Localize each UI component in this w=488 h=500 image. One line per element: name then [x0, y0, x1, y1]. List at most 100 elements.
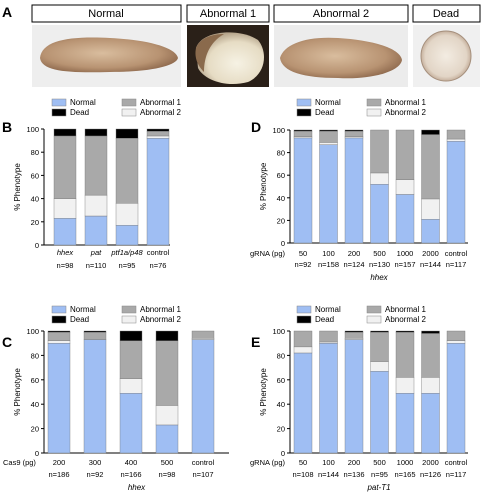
panel-e-bar-control-abnormal-2	[446, 340, 466, 344]
panel-d-bar-100-normal	[319, 144, 338, 244]
panel-e-count-500: n=95	[371, 470, 388, 479]
panel-c-bar-500-abnormal-1	[155, 340, 179, 406]
header-dead: Dead	[433, 8, 459, 20]
embryo-photos	[32, 25, 480, 87]
panel-c-bar-200-abnormal-2	[47, 340, 71, 344]
panel-e-bar-control-abnormal-1	[446, 330, 466, 341]
panel-b-legend-abnormal1: Abnormal 1	[140, 98, 181, 107]
panel-e-count-2000: n=126	[420, 470, 441, 479]
panel-e-legend: Normal Abnormal 1 Dead Abnormal 2	[296, 305, 426, 324]
panel-c-bar-500-normal	[155, 424, 179, 454]
panel-e-label: E	[251, 334, 260, 350]
panel-c-bar-500-abnormal-2	[155, 405, 179, 426]
panel-d-count-1000: n=157	[394, 260, 415, 269]
panel-c-legend-swatch-dead	[51, 315, 67, 324]
panel-e-y-axis-label: % Phenotype	[259, 368, 268, 416]
panel-c-legend-swatch-abnormal2	[121, 315, 137, 324]
panel-d-bar-control-normal	[446, 141, 466, 244]
panel-c-bar-300-normal	[83, 339, 107, 454]
panel-d-legend-swatch-dead	[296, 108, 312, 117]
panel-c-ytick-40: 40	[31, 400, 39, 409]
panel-d-bar-100-abnormal-2	[319, 142, 338, 145]
charts: B Normal Abnormal 1 Dead Abnormal 2 0 20 40 60 80…	[2, 98, 468, 492]
panel-b-bar-pat-abnormal-2	[84, 194, 108, 217]
panel-e-ytick-40: 40	[277, 400, 285, 409]
panel-c-bar-500-dead	[155, 330, 179, 341]
panel-b-ytick-60: 60	[31, 171, 39, 180]
embryo-normal	[40, 37, 178, 73]
panel-b-legend-normal: Normal	[70, 98, 96, 107]
panel-d-bar-100-abnormal-1	[319, 130, 338, 143]
panel-b-category-control: control	[147, 248, 170, 257]
panel-d-legend-swatch-abnormal1	[366, 98, 382, 107]
panel-e-bar-500-abnormal-2	[370, 361, 389, 372]
panel-c-bar-control-normal	[191, 339, 215, 454]
panel-c-category-control: control	[192, 458, 215, 467]
panel-e-legend-swatch-abnormal1	[366, 305, 382, 314]
panel-e-category-2000: 2000	[422, 458, 439, 467]
panel-b-bar-ptf1a-p48-normal	[115, 225, 139, 246]
panel-c-label: C	[2, 334, 12, 350]
panel-c-legend: Normal Abnormal 1 Dead Abnormal 2	[51, 305, 181, 324]
panel-e-bar-2000-normal	[421, 393, 440, 454]
panel-d-bar-100-dead	[319, 129, 338, 132]
panel-d-category-control: control	[445, 249, 468, 258]
panel-d-bar-2000-abnormal-2	[421, 198, 440, 220]
panel-e-bar-200-normal	[344, 339, 364, 454]
panel-e-legend-normal: Normal	[315, 305, 341, 314]
panel-c-ytick-0: 0	[35, 449, 39, 458]
panel-e-bar-200-dead	[344, 330, 364, 333]
panel-e-legend-swatch-abnormal2	[366, 315, 382, 324]
panel-d-bar-500-abnormal-1	[370, 129, 389, 174]
panel-b-legend-swatch-abnormal1	[121, 98, 137, 107]
panel-d-bar-50-abnormal-1	[293, 130, 313, 137]
panel-c-bar-400-normal	[119, 393, 143, 454]
panel-b-ytick-100: 100	[26, 125, 39, 134]
panel-b-bar-hhex-normal	[53, 218, 77, 246]
embryo-abnormal-2	[280, 37, 402, 79]
panel-d-count-500: n=130	[369, 260, 390, 269]
panel-e-ytick-80: 80	[277, 351, 285, 360]
panel-b-count-pat: n=110	[86, 261, 107, 270]
panel-d-x-axis-label: hhex	[370, 273, 388, 282]
panel-e-bar-2000-abnormal-2	[421, 377, 440, 394]
embryo-dead	[420, 30, 472, 82]
panel-e-bar-500-dead	[370, 330, 389, 333]
panel-e-ytick-100: 100	[272, 327, 285, 336]
panel-e-bar-100-normal	[319, 343, 338, 454]
panel-c-count-control: n=107	[192, 470, 213, 479]
panel-e-ytick-0: 0	[281, 449, 285, 458]
panel-d-legend-normal: Normal	[315, 98, 341, 107]
embryo-abnormal-1	[196, 32, 264, 85]
panel-d-bar-1000-abnormal-2	[395, 179, 415, 195]
panel-b-bar-control-abnormal-1	[146, 131, 170, 137]
panel-c-ytick-20: 20	[31, 425, 39, 434]
panel-d-ytick-60: 60	[277, 171, 285, 180]
panel-a-headers: Normal Abnormal 1 Abnormal 2 Dead	[31, 4, 481, 23]
panel-c-chart: C Normal Abnormal 1 Dead Abnormal 2 0 20 40 60 80…	[2, 305, 229, 492]
panel-e-bar-1000-dead	[395, 330, 415, 333]
panel-e-count-1000: n=165	[394, 470, 415, 479]
panel-c-bar-300-abnormal-1	[83, 332, 107, 340]
panel-d-bar-2000-dead	[421, 129, 440, 135]
panel-b-ytick-20: 20	[31, 218, 39, 227]
panel-b-legend-abnormal2: Abnormal 2	[140, 108, 181, 117]
panel-d-bar-200-dead	[344, 129, 364, 132]
panel-b-bar-control-abnormal-2	[146, 135, 170, 139]
panel-b-count-hhex: n=98	[57, 261, 74, 270]
panel-b-bar-ptf1a-p48-dead	[115, 128, 139, 139]
panel-d-bar-1000-abnormal-1	[395, 129, 415, 180]
panel-c-ytick-100: 100	[26, 327, 39, 336]
panel-d-legend: Normal Abnormal 1 Dead Abnormal 2	[296, 98, 426, 117]
panel-e-chart: E Normal Abnormal 1 Dead Abnormal 2 0 20 40 60 80…	[250, 305, 468, 492]
panel-c-count-500: n=98	[159, 470, 176, 479]
panel-e-count-control: n=117	[446, 470, 467, 479]
embryo-abnormal-1-head	[195, 34, 224, 72]
panel-d-count-100: n=158	[318, 260, 339, 269]
panel-e-bars: 50 n=108 100 n=144 200 n=136 500 n=95 1000 n=165 2…	[292, 330, 468, 479]
panel-b-bar-ptf1a-p48-abnormal-1	[115, 138, 139, 204]
panel-c-count-200: n=186	[48, 470, 69, 479]
panel-d-ytick-80: 80	[277, 149, 285, 158]
panel-d-count-200: n=124	[343, 260, 364, 269]
